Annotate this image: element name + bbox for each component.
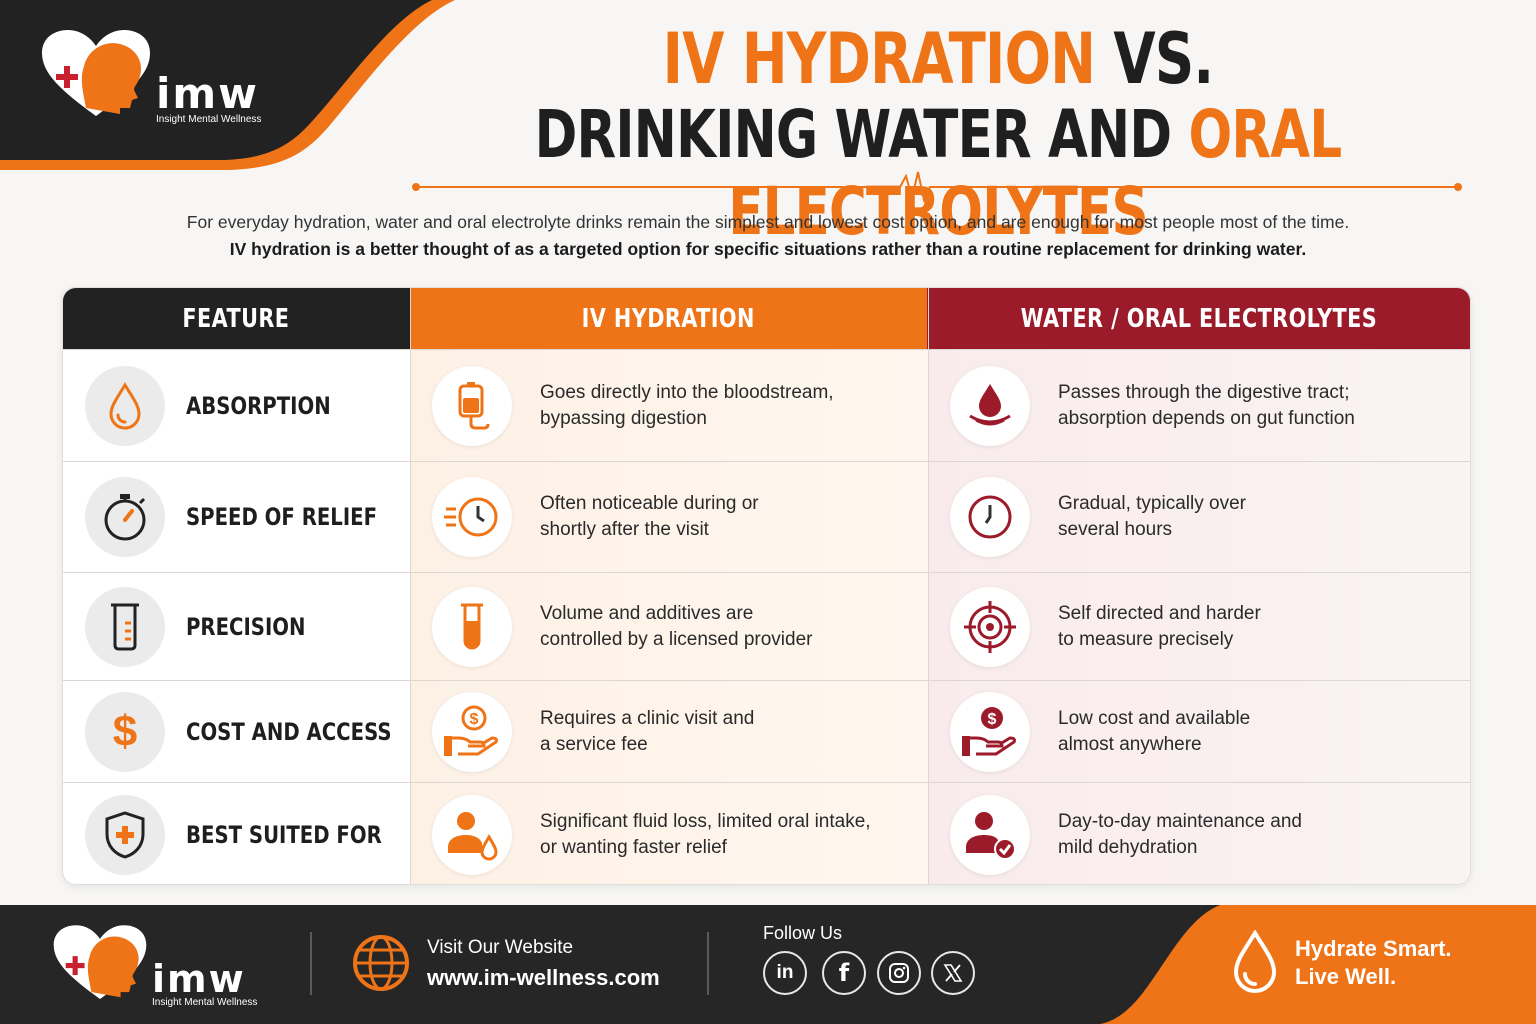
x-icon[interactable]: [931, 951, 975, 995]
column-divider: [928, 288, 929, 884]
footer: imw Insight Mental Wellness Visit Our We…: [0, 905, 1536, 1024]
comparison-table: FEATURE IV HYDRATION WATER / ORAL ELECTR…: [62, 287, 1471, 885]
oral-description: Passes through the digestive tract; abso…: [1058, 381, 1355, 429]
oral-description: Day-to-day maintenance and mild dehydrat…: [1058, 810, 1302, 858]
logo-subtitle: Insight Mental Wellness: [152, 997, 258, 1008]
facebook-icon[interactable]: f: [822, 951, 866, 995]
iv-description: Goes directly into the bloodstream, bypa…: [540, 381, 834, 429]
globe-icon: [353, 935, 409, 991]
stopwatch-icon: [85, 477, 165, 557]
feature-label: COST AND ACCESS: [186, 717, 392, 746]
iv-description: Often noticeable during or shortly after…: [540, 493, 759, 540]
shield-plus-icon: [85, 794, 165, 875]
footer-logo[interactable]: imw Insight Mental Wellness: [52, 923, 257, 1008]
iv-description: Requires a clinic visit and a service fe…: [540, 707, 755, 755]
footer-accent-shape: [1100, 905, 1536, 1024]
table-row: SPEED OF RELIEF Often noticeable during …: [63, 461, 1470, 572]
drop-ripple-icon: [950, 365, 1030, 446]
footer-divider: [310, 932, 312, 995]
table-row: ABSORPTION Goes directly into the bloods…: [63, 349, 1470, 461]
footer-divider: [707, 932, 709, 995]
logo-subtitle: Insight Mental Wellness: [156, 114, 262, 125]
oral-description: Low cost and available almost anywhere: [1058, 707, 1251, 755]
title-highlight: IV HYDRATION: [662, 18, 1096, 100]
water-drop-icon: [1233, 930, 1277, 993]
svg-text:$: $: [988, 711, 997, 728]
instagram-icon[interactable]: [877, 951, 921, 995]
logo-heart-head-icon: [40, 28, 152, 125]
follow-us-label: Follow Us: [763, 923, 843, 943]
water-drop-icon: [85, 365, 165, 446]
header-iv-hydration: IV HYDRATION: [409, 288, 927, 349]
iv-description: Volume and additives are controlled by a…: [540, 602, 813, 650]
visit-website-label: Visit Our Website: [427, 937, 574, 958]
intro-emphasis: IV hydration is a better thought of as a…: [229, 239, 1307, 259]
dollar-icon: $: [85, 691, 165, 772]
beaker-icon: [85, 586, 165, 667]
test-tube-icon: [432, 586, 512, 667]
person-drop-icon: [432, 794, 512, 875]
clock-icon: [950, 477, 1030, 557]
title-highlight-2: ORAL ELECTROLYTES: [728, 96, 1342, 250]
fast-clock-icon: [432, 477, 512, 557]
table-row: $ COST AND ACCESS $ Requires a clinic vi…: [63, 680, 1470, 782]
column-divider: [410, 288, 411, 884]
intro-text: For everyday hydration, water and oral e…: [186, 212, 1350, 232]
hand-coin-icon: $: [432, 691, 512, 772]
title-vs: VS.: [1113, 18, 1214, 100]
table-row: BEST SUITED FOR Significant fluid loss, …: [63, 782, 1470, 884]
logo-wordmark: imw: [156, 69, 259, 118]
header-feature: FEATURE: [63, 288, 410, 349]
page-title-line-1: IV HYDRATION VS.: [440, 18, 1435, 100]
hand-coin-icon: $: [950, 691, 1030, 772]
oral-description: Self directed and harder to measure prec…: [1058, 602, 1261, 650]
logo-wordmark: imw: [152, 957, 246, 1001]
iv-description: Significant fluid loss, limited oral int…: [540, 810, 871, 858]
feature-label: PRECISION: [186, 612, 306, 641]
header-oral-electrolytes: WATER / ORAL ELECTROLYTES: [926, 288, 1470, 349]
tagline-line-2: Live Well.: [1295, 964, 1397, 989]
tagline-line-1: Hydrate Smart.: [1295, 936, 1452, 961]
title-dark-part: DRINKING WATER AND: [534, 96, 1172, 173]
linkedin-icon[interactable]: in: [763, 951, 807, 995]
table-header: FEATURE IV HYDRATION WATER / ORAL ELECTR…: [63, 288, 1470, 349]
tagline: Hydrate Smart. Live Well.: [1295, 935, 1452, 991]
feature-label: SPEED OF RELIEF: [186, 503, 378, 531]
feature-label: ABSORPTION: [186, 391, 331, 420]
target-icon: [950, 586, 1030, 667]
svg-text:$: $: [470, 711, 479, 728]
website-link[interactable]: www.im-wellness.com: [427, 965, 660, 990]
brand-logo[interactable]: imw Insight Mental Wellness: [40, 28, 261, 125]
heartbeat-divider-icon: [412, 171, 1462, 204]
person-check-icon: [950, 794, 1030, 875]
page-title-line-2: DRINKING WATER AND ORAL ELECTROLYTES: [440, 96, 1435, 250]
table-row: PRECISION Volume and additives are contr…: [63, 572, 1470, 680]
oral-description: Gradual, typically over several hours: [1058, 493, 1246, 540]
logo-heart-head-icon: [52, 923, 148, 1008]
iv-bag-icon: [432, 365, 512, 446]
feature-label: BEST SUITED FOR: [186, 820, 382, 849]
